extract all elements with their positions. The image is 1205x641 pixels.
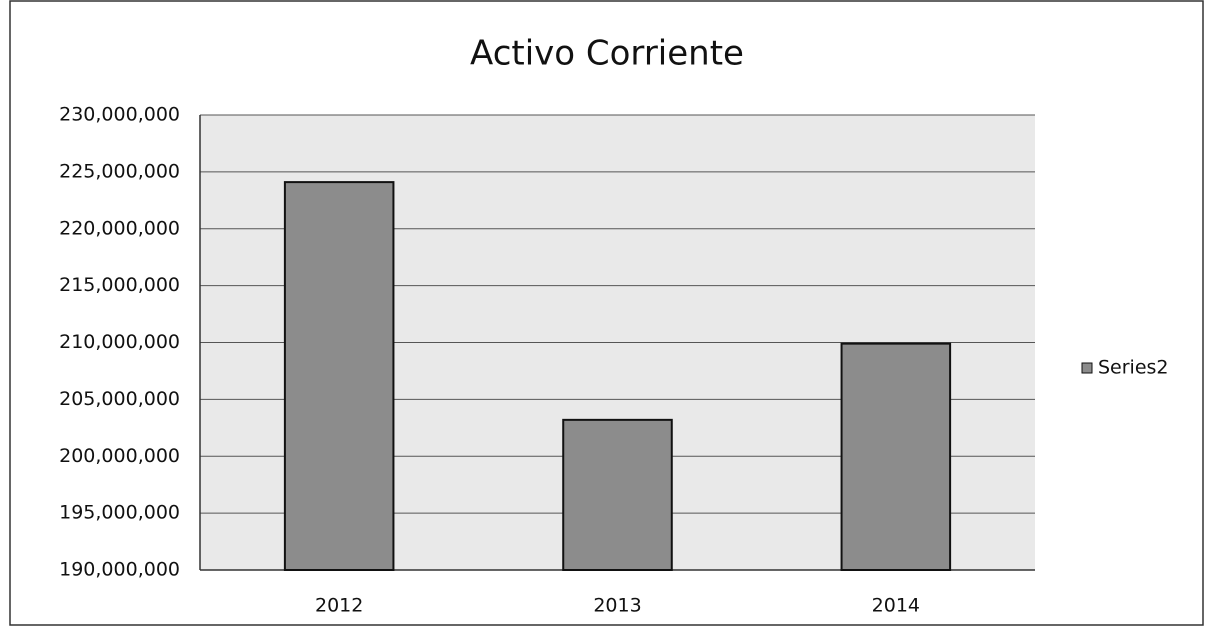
bar bbox=[840, 342, 952, 572]
x-tick-label: 2014 bbox=[872, 595, 920, 617]
y-tick-label: 200,000,000 bbox=[59, 445, 180, 467]
chart-title: Activo Corriente bbox=[470, 34, 744, 74]
x-tick-label: 2013 bbox=[593, 595, 641, 617]
legend-label: Series2 bbox=[1098, 357, 1169, 379]
y-tick-label: 220,000,000 bbox=[59, 217, 180, 239]
y-tick-label: 215,000,000 bbox=[59, 274, 180, 296]
y-tick-label: 210,000,000 bbox=[59, 331, 180, 353]
y-tick-label: 205,000,000 bbox=[59, 388, 180, 410]
bar bbox=[562, 418, 673, 571]
legend-marker bbox=[1081, 362, 1093, 374]
y-tick-label: 225,000,000 bbox=[59, 160, 180, 182]
x-tick-label: 2012 bbox=[315, 595, 363, 617]
y-tick-label: 190,000,000 bbox=[59, 559, 180, 581]
y-tick-label: 230,000,000 bbox=[59, 104, 180, 126]
y-tick-label: 195,000,000 bbox=[59, 502, 180, 524]
bar bbox=[283, 181, 395, 572]
